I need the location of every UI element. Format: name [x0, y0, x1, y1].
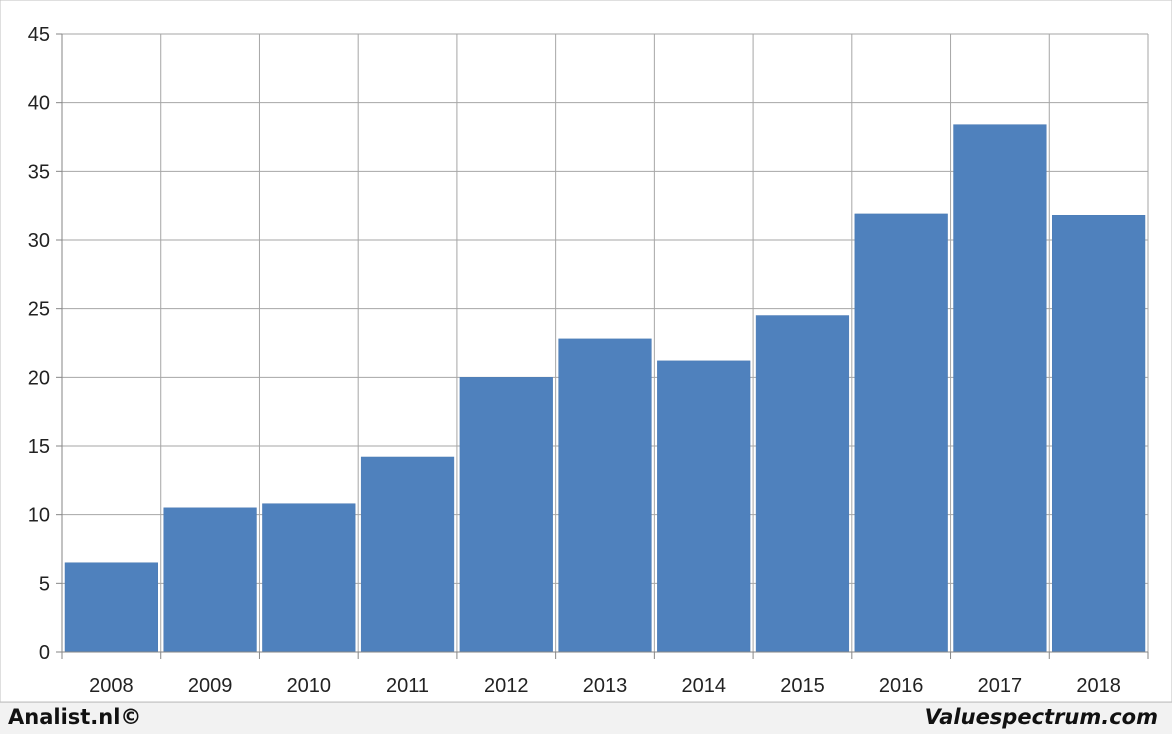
- x-tick-label: 2010: [287, 675, 332, 697]
- x-tick-labels: 2008 2009 2010 2011 2012 2013 2014 2015 2016 2017…: [89, 675, 1121, 697]
- x-tick-label: 2012: [484, 675, 529, 697]
- y-tick-label: 10: [28, 505, 50, 527]
- bar-2009: [163, 507, 257, 653]
- y-tick-labels: 0 5 10 15 20 25 30 35 40 45: [28, 24, 50, 664]
- bar-2018: [1052, 215, 1146, 653]
- x-tick-label: 2013: [583, 675, 628, 697]
- bars: [64, 124, 1146, 653]
- footer-source-label: Analist.nl©: [8, 705, 142, 729]
- y-tick-label: 25: [28, 299, 50, 321]
- x-tick-label: 2011: [386, 675, 429, 697]
- bar-2016: [854, 213, 948, 653]
- y-tick-label: 45: [28, 24, 50, 46]
- bar-2011: [360, 456, 455, 653]
- footer-site-label: Valuespectrum.com: [924, 705, 1158, 729]
- bar-2013: [558, 338, 652, 653]
- bar-2008: [64, 562, 158, 653]
- bar-2015: [755, 315, 850, 653]
- y-tick-label: 40: [28, 93, 50, 115]
- chart-footer: Analist.nl© Valuespectrum.com: [0, 702, 1172, 734]
- y-tick-label: 15: [28, 436, 50, 458]
- y-tick-label: 30: [28, 230, 50, 252]
- y-tick-label: 5: [39, 573, 50, 595]
- bar-2010: [262, 503, 356, 653]
- bar-2012: [459, 377, 553, 653]
- axes: [56, 33, 1149, 659]
- bar-2017: [953, 124, 1047, 653]
- x-tick-label: 2018: [1076, 675, 1121, 697]
- x-tick-label: 2009: [188, 675, 233, 697]
- y-tick-label: 0: [39, 642, 50, 664]
- bar-2014: [657, 360, 751, 653]
- y-tick-label: 20: [28, 367, 50, 389]
- x-tick-label: 2014: [681, 675, 726, 697]
- y-tick-label: 35: [28, 161, 50, 183]
- x-tick-label: 2017: [978, 675, 1023, 697]
- x-tick-label: 2015: [780, 675, 825, 697]
- x-tick-label: 2016: [879, 675, 924, 697]
- x-tick-label: 2008: [89, 675, 134, 697]
